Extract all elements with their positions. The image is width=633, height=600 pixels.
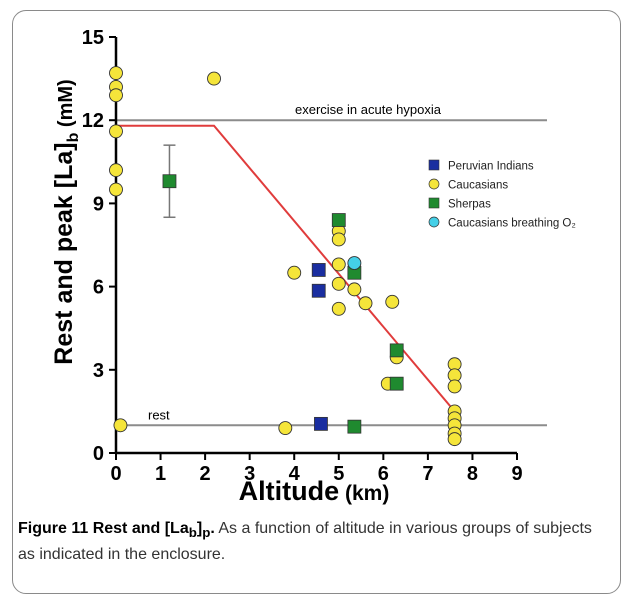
x-tick-label: 7: [422, 463, 433, 485]
data-point: [331, 213, 346, 227]
data-point: [331, 257, 346, 272]
legend-swatch: [428, 216, 440, 228]
caption-text: As a function of altitude in various gro…: [18, 520, 592, 564]
data-point: [311, 283, 326, 298]
x-tick-label: 2: [200, 463, 211, 485]
data-point: [347, 419, 362, 434]
trend-line-group: [116, 124, 456, 413]
data-point: [331, 276, 346, 291]
data-point: [358, 296, 373, 311]
data-point: [109, 124, 123, 139]
reference-lines: exercise in acute hypoxia rest: [116, 102, 547, 427]
x-tick-label: 0: [110, 463, 121, 485]
data-point: [347, 282, 362, 297]
y-tick-label: 9: [93, 193, 104, 215]
x-tick-label: 4: [289, 463, 301, 485]
data-point: [389, 343, 404, 358]
data-point: [207, 71, 221, 86]
reference-line-label: rest: [148, 407, 170, 422]
data-point: [278, 421, 293, 435]
y-tick-label: 12: [82, 110, 104, 132]
trend-line: [116, 124, 456, 413]
y-tick-label: 0: [93, 443, 104, 465]
data-point: [447, 432, 462, 447]
data-point: [287, 265, 302, 280]
caption-label: Figure 11 Rest and [Lab]p.: [18, 520, 215, 541]
legend-swatch: [428, 197, 440, 209]
data-point: [311, 263, 326, 277]
data-points: [109, 66, 462, 447]
data-point: [113, 418, 128, 433]
axes: [109, 36, 518, 460]
legend-label: Caucasians: [448, 180, 508, 192]
legend-label: Caucasians breathing O₂: [448, 218, 576, 230]
figure-caption: Figure 11 Rest and [Lab]p. As a function…: [18, 518, 613, 566]
x-tick-label: 6: [378, 463, 389, 485]
data-point: [162, 174, 177, 189]
data-point: [109, 163, 123, 178]
legend: Peruvian Indians Caucasians Sherpas Caucasi…: [428, 159, 576, 230]
data-point: [314, 416, 328, 431]
y-tick-label: 6: [93, 277, 104, 299]
y-tick-label: 15: [82, 27, 104, 49]
data-point: [447, 379, 462, 394]
y-tick-label: 3: [93, 360, 104, 382]
x-tick-label: 1: [155, 463, 166, 485]
data-point: [331, 301, 346, 316]
data-point: [109, 182, 123, 197]
legend-swatch: [428, 178, 440, 190]
x-tick-label: 8: [467, 463, 478, 485]
data-point: [347, 256, 362, 270]
legend-label: Sherpas: [448, 199, 491, 211]
data-point: [385, 294, 400, 309]
data-point: [109, 66, 123, 81]
x-tick-label: 9: [511, 463, 522, 485]
data-point: [331, 232, 346, 247]
figure-frame: [12, 10, 621, 594]
x-tick-label: 5: [333, 463, 344, 485]
data-point: [389, 376, 404, 391]
reference-line-label: exercise in acute hypoxia: [295, 102, 442, 117]
y-axis-label: Rest and peak [La]b (mM): [50, 79, 82, 364]
x-tick-label: 3: [244, 463, 255, 485]
legend-swatch: [428, 159, 440, 171]
data-point: [109, 88, 123, 103]
legend-label: Peruvian Indians: [448, 161, 534, 173]
x-axis-label: Altitude (km): [239, 476, 390, 506]
